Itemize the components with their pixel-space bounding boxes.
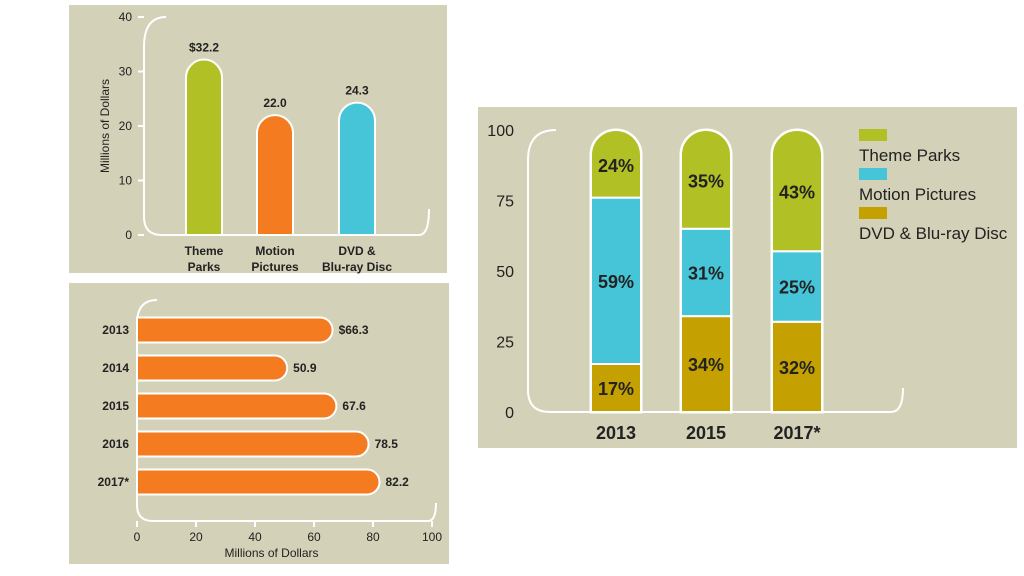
segment-label: 25% bbox=[779, 278, 815, 298]
chart-panel-segment-revenue: 0 10 20 30 40 Millions of Dollars $32.2 Theme Pa… bbox=[69, 5, 447, 274]
category-label: 2017* bbox=[773, 423, 820, 443]
y-tick-label: 40 bbox=[119, 10, 133, 24]
bar-value-label: 22.0 bbox=[263, 96, 287, 110]
legend-label: Motion Pictures bbox=[859, 185, 976, 204]
y-tick-label: 10 bbox=[119, 174, 133, 188]
category-label: 2014 bbox=[102, 361, 129, 375]
segment-label: 24% bbox=[598, 156, 634, 176]
legend-label: Theme Parks bbox=[859, 146, 960, 165]
x-tick-label: 40 bbox=[248, 530, 262, 544]
axis-frame bbox=[143, 16, 430, 236]
y-tick-label: 75 bbox=[496, 194, 514, 211]
legend-swatch bbox=[859, 129, 887, 141]
y-tick-label: 50 bbox=[496, 264, 514, 281]
segment-label: 31% bbox=[688, 263, 724, 283]
y-tick-label: 100 bbox=[487, 123, 514, 140]
bar-value-label: 50.9 bbox=[293, 361, 317, 375]
legend-swatch bbox=[859, 207, 887, 219]
segment-label: 43% bbox=[779, 183, 815, 203]
bar bbox=[256, 114, 294, 236]
bar-segment bbox=[771, 129, 823, 253]
category-label: 2015 bbox=[102, 399, 129, 413]
bar-value-label: 82.2 bbox=[385, 475, 409, 489]
annual-revenue-chart: 0 20 40 60 80 100 Millions of Dollars $66.3 2013… bbox=[98, 299, 442, 560]
segment-label: 59% bbox=[598, 272, 634, 292]
segment-revenue-chart: 0 10 20 30 40 Millions of Dollars $32.2 Theme Pa… bbox=[98, 10, 430, 274]
chart-panel-annual-revenue: 0 20 40 60 80 100 Millions of Dollars $66.3 2013… bbox=[69, 283, 449, 564]
category-label: Parks bbox=[188, 260, 221, 274]
chart-panel-revenue-share: 0 25 50 75 100 17% 59% 24% 2013 34% 31% 35% 2015 32% 2… bbox=[478, 107, 1017, 448]
bar-value-label: 78.5 bbox=[375, 437, 399, 451]
segment-label: 32% bbox=[779, 358, 815, 378]
bar-segment bbox=[590, 129, 642, 199]
bar bbox=[338, 101, 376, 236]
y-axis-label: Millions of Dollars bbox=[98, 79, 112, 173]
axis-frame bbox=[136, 299, 437, 522]
x-tick-label: 0 bbox=[134, 530, 141, 544]
category-label: Blu-ray Disc bbox=[322, 260, 392, 274]
segment-label: 17% bbox=[598, 379, 634, 399]
bar-segment bbox=[680, 129, 732, 230]
axis-frame bbox=[527, 129, 904, 413]
x-axis-label: Millions of Dollars bbox=[224, 546, 318, 560]
y-tick-label: 25 bbox=[496, 335, 514, 352]
segment-label: 35% bbox=[688, 171, 724, 191]
revenue-share-chart: 0 25 50 75 100 17% 59% 24% 2013 34% 31% 35% 2015 32% 2… bbox=[487, 123, 1008, 443]
x-tick-label: 60 bbox=[307, 530, 321, 544]
y-tick-label: 0 bbox=[505, 405, 514, 422]
x-tick-label: 20 bbox=[189, 530, 203, 544]
category-label: Motion bbox=[255, 244, 294, 258]
x-tick-label: 80 bbox=[366, 530, 380, 544]
category-label: 2015 bbox=[686, 423, 726, 443]
segment-label: 34% bbox=[688, 355, 724, 375]
bar bbox=[136, 468, 381, 496]
category-label: Pictures bbox=[251, 260, 299, 274]
bar bbox=[136, 354, 289, 382]
category-label: 2013 bbox=[596, 423, 636, 443]
category-label: Theme bbox=[185, 244, 224, 258]
bar-value-label: 67.6 bbox=[342, 399, 366, 413]
category-label: 2017* bbox=[98, 475, 130, 489]
y-tick-label: 20 bbox=[119, 119, 133, 133]
y-tick-label: 0 bbox=[125, 228, 132, 242]
bar bbox=[136, 392, 338, 420]
category-label: DVD & bbox=[338, 244, 376, 258]
x-tick-label: 100 bbox=[422, 530, 442, 544]
category-label: 2013 bbox=[102, 323, 129, 337]
bar-value-label: 24.3 bbox=[345, 84, 369, 98]
bar-value-label: $32.2 bbox=[189, 41, 219, 55]
bar-value-label: $66.3 bbox=[339, 323, 369, 337]
bar bbox=[136, 430, 370, 458]
legend-swatch bbox=[859, 168, 887, 180]
category-label: 2016 bbox=[102, 437, 129, 451]
bar bbox=[136, 316, 334, 344]
legend-label: DVD & Blu-ray Disc bbox=[859, 224, 1008, 243]
bar bbox=[185, 58, 223, 236]
y-tick-label: 30 bbox=[119, 65, 133, 79]
